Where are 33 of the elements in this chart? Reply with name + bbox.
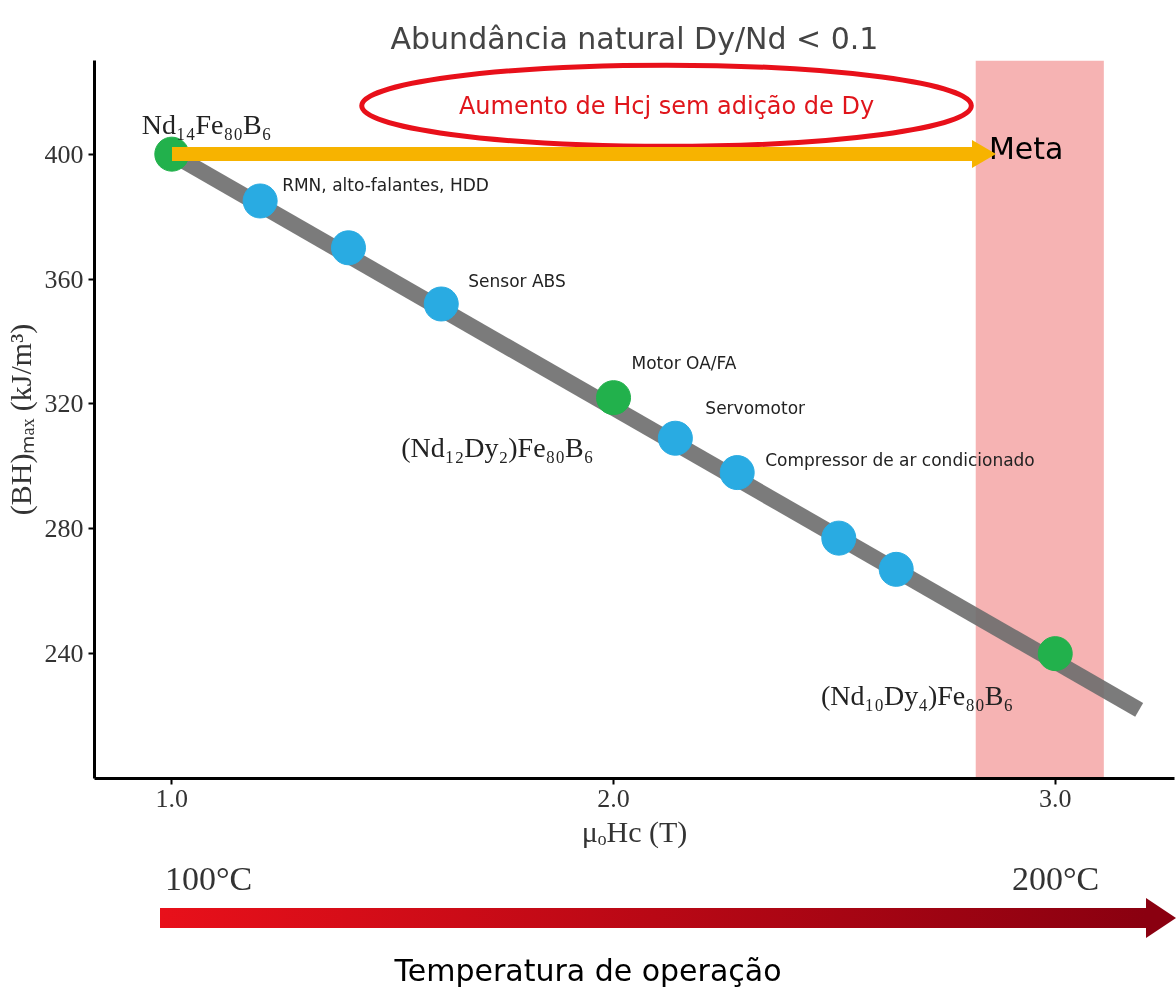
point [1037,636,1073,672]
point [596,380,632,416]
point [242,183,278,219]
y-tick-label: 240 [44,639,84,669]
text: 100°C [165,859,253,899]
text: Temperatura de operação [393,952,783,990]
point [719,455,755,491]
x-axis-title: μₒHc (T) [581,814,688,849]
annotation: (Nd₁₂Dy₂)Fe₈₀B₆ [401,432,594,464]
y-axis-title: (BH)ₘₐₓ (kJ/m³) [3,323,38,516]
y-tick-label: 360 [44,264,84,294]
annotation: (Nd₁₀Dy₄)Fe₈₀B₆ [820,680,1014,712]
point [423,286,459,322]
y-tick-label: 280 [44,514,84,544]
annotation: Sensor ABS [468,271,566,291]
x-tick-label: 3.0 [1038,783,1072,813]
x-tick-label: 1.0 [155,783,189,813]
chart-title: Abundância natural Dy/Nd < 0.1 [390,20,879,56]
annotation: Meta [988,131,1064,167]
point [330,230,366,266]
annotation: Aumento de Hcj sem adição de Dy [458,92,875,121]
annotation: Motor OA/FA [631,352,737,373]
y-tick-label: 320 [44,389,84,419]
point [821,520,857,556]
y-tick-label: 400 [44,139,84,169]
annotation: Compressor de ar condicionado [765,449,1035,470]
point [878,551,914,587]
point [657,420,693,456]
annotation: RMN, alto-falantes, HDD [282,174,489,195]
annotation: Servomotor [705,398,806,419]
x-tick-label: 2.0 [597,783,630,813]
annotation: Nd₁₄Fe₈₀B₆ [141,108,272,140]
text: 200°C [1012,859,1100,899]
